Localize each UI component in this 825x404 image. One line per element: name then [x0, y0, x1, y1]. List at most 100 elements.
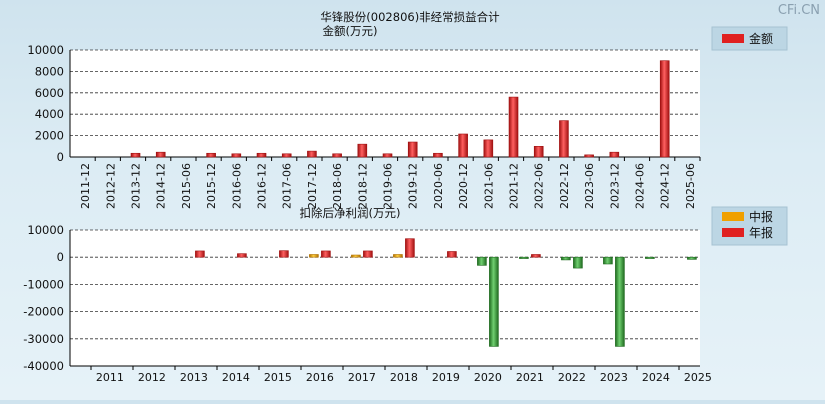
x-tick-label: 2024-06: [634, 163, 647, 209]
x-tick-label: 2024: [642, 371, 670, 384]
bar: [659, 60, 670, 158]
bar: [237, 253, 247, 258]
y-tick-label: -20000: [23, 305, 64, 319]
bar: [615, 256, 625, 347]
bar: [458, 133, 468, 158]
chart1-ylabel: 金额(万元): [323, 24, 378, 38]
x-tick-label: 2012: [138, 371, 166, 384]
x-tick-label: 2021-06: [482, 163, 495, 209]
bar: [393, 254, 403, 258]
x-tick-label: 2016-06: [230, 163, 243, 209]
bar: [519, 256, 529, 259]
bar: [533, 146, 544, 158]
x-tick-label: 2016-12: [256, 163, 269, 209]
legend2-swatch: [722, 212, 744, 221]
x-tick-label: 2020-12: [457, 163, 470, 209]
chart2-title: 扣除后净利润(万元): [300, 206, 401, 220]
x-tick-label: 2023-12: [608, 163, 621, 209]
x-tick-label: 2019-12: [407, 163, 420, 209]
bar: [687, 256, 697, 260]
bar: [195, 250, 205, 258]
x-tick-label: 2017-12: [306, 163, 319, 209]
y-tick-label: 2000: [35, 129, 64, 143]
watermark: CFi.CN: [778, 3, 820, 18]
bar: [155, 151, 166, 158]
x-tick-label: 2017-06: [281, 163, 294, 209]
bar: [559, 120, 569, 158]
x-tick-label: 2020: [474, 371, 502, 384]
legend2-label: 中报: [749, 209, 773, 224]
bar: [231, 153, 242, 158]
legend1-box: [711, 26, 788, 51]
bar: [281, 153, 292, 158]
y-tick-label: 4000: [35, 107, 64, 121]
legend1-swatch: [722, 34, 744, 43]
x-tick-label: 2014: [222, 371, 250, 384]
bar: [363, 250, 373, 258]
bar: [307, 150, 317, 158]
x-tick-label: 2022: [558, 371, 586, 384]
bar: [357, 143, 368, 158]
x-tick-label: 2011: [96, 371, 124, 384]
x-tick-label: 2015-12: [205, 163, 218, 209]
x-tick-label: 2017: [348, 371, 376, 384]
x-tick-label: 2013-12: [130, 163, 143, 209]
bar: [351, 254, 361, 258]
x-tick-label: 2016: [306, 371, 334, 384]
x-tick-label: 2019-06: [382, 163, 395, 209]
bar: [531, 254, 541, 258]
y-tick-label: 10000: [27, 43, 64, 57]
bar: [483, 139, 494, 158]
x-tick-label: 2015: [264, 371, 292, 384]
x-tick-label: 2020-06: [432, 163, 445, 209]
x-tick-label: 2025-06: [684, 163, 697, 209]
y-tick-label: 0: [57, 250, 64, 264]
bar: [321, 250, 331, 258]
x-tick-label: 2018-06: [331, 163, 344, 209]
bar: [407, 141, 418, 158]
bar: [256, 152, 267, 158]
bar: [609, 151, 620, 158]
bar: [489, 256, 499, 347]
x-tick-label: 2024-12: [659, 163, 672, 209]
y-tick-label: 8000: [35, 64, 64, 78]
x-tick-label: 2021-12: [508, 163, 521, 209]
x-tick-label: 2025: [684, 371, 712, 384]
bar: [573, 256, 583, 269]
bar: [405, 238, 415, 258]
bar: [332, 153, 342, 158]
x-tick-label: 2013: [180, 371, 208, 384]
bar: [508, 96, 519, 158]
legend1-label: 金额: [749, 31, 773, 46]
y-tick-label: -30000: [23, 332, 64, 346]
x-tick-label: 2023: [600, 371, 628, 384]
bar: [447, 251, 457, 258]
legend2-swatch: [722, 228, 744, 237]
y-tick-label: 0: [57, 150, 64, 164]
bar: [130, 152, 141, 158]
y-tick-label: -40000: [23, 359, 64, 373]
x-tick-label: 2022-12: [558, 163, 571, 209]
x-tick-label: 2022-06: [533, 163, 546, 209]
plot-area-1: [70, 50, 700, 157]
bar: [382, 153, 393, 158]
chart1-title: 华锋股份(002806)非经常损益合计: [320, 10, 500, 24]
x-tick-label: 2011-12: [79, 163, 92, 209]
y-tick-label: 10000: [27, 223, 64, 237]
x-tick-label: 2018-12: [356, 163, 369, 209]
x-tick-label: 2014-12: [155, 163, 168, 209]
x-tick-label: 2012-12: [104, 163, 117, 209]
bar: [603, 256, 613, 265]
bar: [561, 256, 571, 261]
legend2-label: 年报: [749, 225, 773, 240]
bar: [645, 256, 655, 259]
x-tick-label: 2019: [432, 371, 460, 384]
x-tick-label: 2018: [390, 371, 418, 384]
x-tick-label: 2023-06: [583, 163, 596, 209]
y-tick-label: -10000: [23, 277, 64, 291]
bar: [584, 154, 594, 158]
plot-area-2: [70, 230, 700, 366]
bar: [279, 250, 289, 258]
